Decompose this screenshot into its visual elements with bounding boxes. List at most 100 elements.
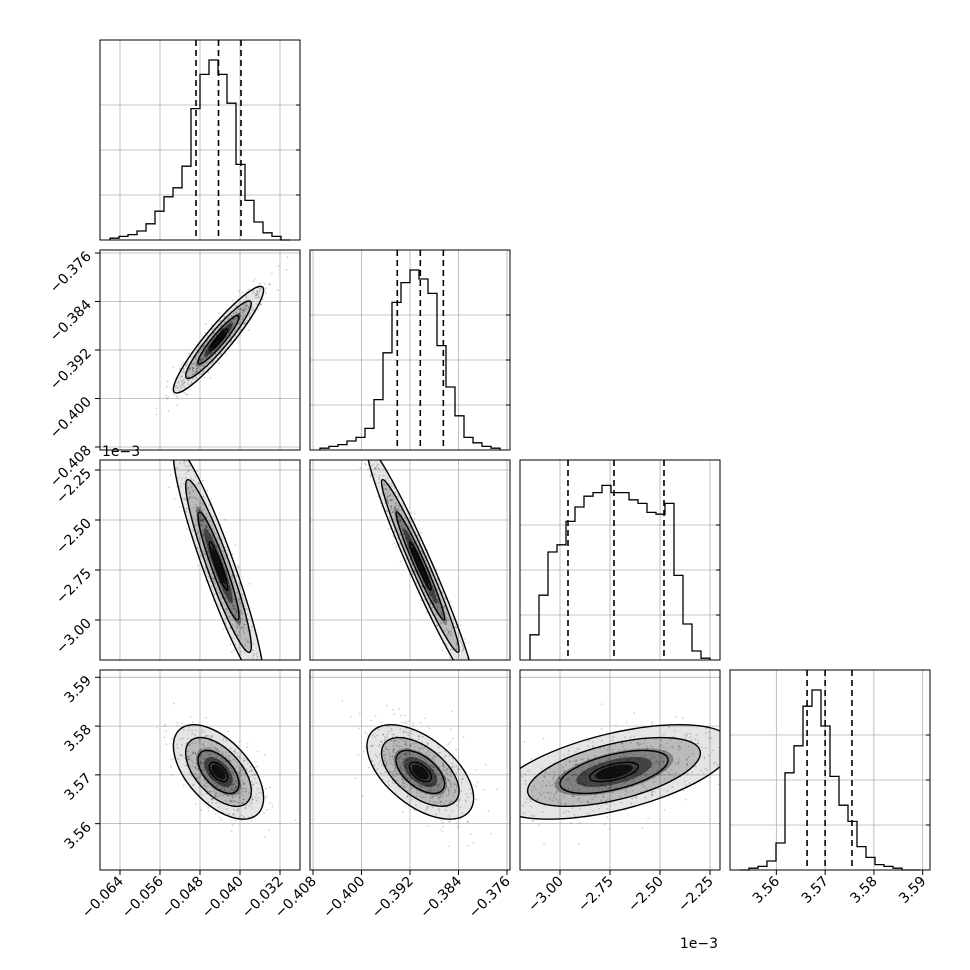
sample-point xyxy=(239,328,242,331)
sample-point xyxy=(415,779,418,782)
sample-point xyxy=(174,436,176,438)
sample-point xyxy=(630,780,633,783)
sample-point xyxy=(660,757,663,760)
sample-point xyxy=(568,782,571,784)
sample-point xyxy=(194,497,197,500)
sample-point xyxy=(404,775,407,778)
sample-point xyxy=(220,788,222,790)
sample-point xyxy=(435,606,438,609)
sample-point xyxy=(538,824,540,826)
sample-point xyxy=(562,770,565,772)
sample-point xyxy=(236,317,239,319)
sample-point xyxy=(258,296,260,299)
sample-point xyxy=(243,322,245,325)
sample-point xyxy=(398,756,401,759)
sample-point xyxy=(609,781,612,784)
y-tick-label: −0.384 xyxy=(47,297,95,345)
sample-point xyxy=(205,716,207,719)
sample-point xyxy=(221,538,224,541)
sample-point xyxy=(657,773,659,776)
sample-point xyxy=(358,712,361,715)
sample-point xyxy=(448,845,451,848)
sample-point xyxy=(576,763,579,766)
sample-point xyxy=(435,620,437,623)
sample-point xyxy=(406,530,408,533)
sample-point xyxy=(577,782,580,785)
sample-point xyxy=(207,769,210,772)
sample-point xyxy=(386,736,389,739)
sample-point xyxy=(200,754,202,757)
sample-point xyxy=(667,747,670,749)
sample-point xyxy=(460,790,463,793)
sample-point xyxy=(404,529,407,532)
sample-point xyxy=(605,800,607,802)
sample-point xyxy=(209,766,212,769)
density-contour xyxy=(366,724,475,820)
sample-point xyxy=(241,309,244,312)
hist-panel-3 xyxy=(729,669,931,871)
sample-point xyxy=(206,782,208,784)
sample-point xyxy=(202,779,205,781)
sample-point xyxy=(207,531,210,534)
density-contour xyxy=(208,328,229,352)
sample-point xyxy=(410,512,413,515)
sample-point xyxy=(390,504,393,507)
sample-point xyxy=(179,738,182,740)
sample-point xyxy=(233,788,236,791)
sample-point xyxy=(429,768,432,771)
sample-point xyxy=(663,734,665,736)
sample-point xyxy=(244,602,246,604)
sample-point xyxy=(587,758,590,761)
sample-point xyxy=(228,799,231,802)
sample-point xyxy=(444,618,447,621)
sample-point xyxy=(632,753,635,756)
sample-point xyxy=(210,737,213,739)
sample-point xyxy=(363,443,365,445)
sample-point xyxy=(683,780,686,782)
sample-point xyxy=(199,516,201,519)
sample-point xyxy=(155,413,158,416)
sample-point xyxy=(555,798,558,801)
sample-point xyxy=(590,781,593,783)
sample-point xyxy=(716,763,719,766)
sample-point xyxy=(192,367,195,370)
sample-point xyxy=(241,770,244,772)
sample-point xyxy=(374,467,377,470)
sample-point xyxy=(623,782,626,784)
sample-point xyxy=(393,742,395,745)
sample-point xyxy=(567,787,569,790)
sample-point xyxy=(530,805,533,808)
sample-point xyxy=(636,757,639,760)
sample-point xyxy=(465,800,467,803)
sample-point xyxy=(455,765,458,768)
sample-point xyxy=(458,654,461,657)
sample-point xyxy=(400,764,403,766)
sample-point xyxy=(206,353,209,356)
sample-point xyxy=(255,294,257,297)
sample-point xyxy=(194,371,197,374)
sample-point xyxy=(578,797,581,800)
sample-point xyxy=(662,746,665,749)
sample-point xyxy=(245,308,247,311)
sample-point xyxy=(396,785,399,788)
sample-point xyxy=(219,782,222,785)
sample-point xyxy=(548,796,550,799)
sample-point xyxy=(663,750,665,752)
sample-point xyxy=(555,791,557,793)
sample-point xyxy=(199,520,202,522)
sample-point xyxy=(392,751,395,753)
sample-point xyxy=(444,777,447,780)
sample-point xyxy=(406,795,409,798)
sample-point xyxy=(196,370,199,373)
sample-point xyxy=(238,312,241,315)
sample-point xyxy=(217,755,219,757)
sample-point xyxy=(247,288,250,291)
sample-point xyxy=(226,593,229,596)
sample-point xyxy=(437,746,440,749)
sample-point xyxy=(424,567,427,569)
sample-point xyxy=(397,515,399,518)
sample-point xyxy=(377,467,380,470)
sample-point xyxy=(248,583,251,585)
scatter-panel-0-3 xyxy=(99,669,301,871)
